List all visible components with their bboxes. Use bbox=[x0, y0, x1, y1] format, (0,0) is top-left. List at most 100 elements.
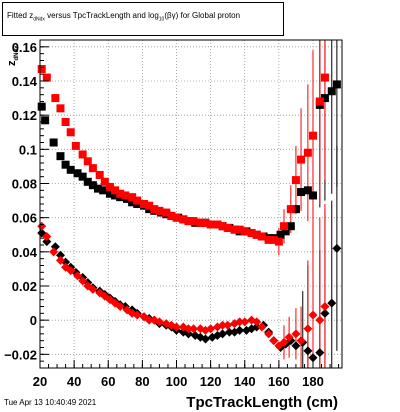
axis-ticks bbox=[39, 46, 340, 369]
data-point-diamond bbox=[201, 334, 211, 344]
data-point-square bbox=[240, 227, 249, 236]
x-tick-label: 80 bbox=[135, 374, 149, 389]
data-point-square bbox=[78, 150, 87, 159]
data-point-diamond bbox=[308, 310, 318, 320]
data-point-square bbox=[83, 157, 92, 166]
data-point-square bbox=[162, 208, 171, 217]
data-point-square bbox=[105, 189, 114, 198]
y-tick-label: 0.02 bbox=[12, 279, 37, 294]
data-point-square bbox=[71, 141, 80, 150]
data-point-diamond bbox=[252, 322, 262, 332]
data-point-square bbox=[150, 205, 159, 214]
y-axis-label: zdNdx bbox=[6, 45, 21, 67]
data-point-square bbox=[88, 164, 97, 173]
data-point-diamond bbox=[235, 317, 245, 327]
chart-title-box: Fitted zdNdx versus TpcTrackLength and l… bbox=[2, 2, 284, 36]
data-point-diamond bbox=[61, 257, 71, 267]
data-point-diamond bbox=[257, 322, 267, 332]
data-point-square bbox=[78, 172, 87, 181]
data-point-square bbox=[286, 205, 295, 214]
data-point-diamond bbox=[291, 329, 301, 339]
x-tick-label: 100 bbox=[166, 374, 188, 389]
data-point-square bbox=[230, 225, 239, 234]
data-point-diamond bbox=[320, 308, 330, 318]
data-point-square bbox=[291, 205, 300, 214]
data-point-square bbox=[297, 155, 306, 164]
data-point-diamond bbox=[279, 337, 289, 347]
data-point-diamond bbox=[218, 329, 228, 339]
data-point-diamond bbox=[315, 315, 325, 325]
data-point-diamond bbox=[296, 336, 306, 346]
data-point-diamond bbox=[284, 332, 294, 342]
data-point-square bbox=[172, 213, 181, 222]
data-point-square bbox=[66, 165, 75, 174]
data-point-square bbox=[116, 189, 125, 198]
y-tick-label: 0.12 bbox=[12, 108, 37, 123]
data-point-diamond bbox=[88, 284, 98, 294]
data-point-square bbox=[218, 222, 227, 231]
data-point-square bbox=[42, 73, 51, 82]
data-point-square bbox=[88, 181, 97, 190]
data-point-diamond bbox=[55, 250, 65, 260]
chart-title: Fitted zdNdx versus TpcTrackLength and l… bbox=[7, 11, 240, 23]
data-point-diamond bbox=[189, 324, 199, 334]
data-point-diamond bbox=[315, 348, 325, 358]
data-point-square bbox=[111, 186, 120, 195]
data-point-diamond bbox=[183, 324, 193, 334]
data-point-diamond bbox=[269, 336, 279, 346]
data-point-diamond bbox=[240, 317, 250, 327]
grid-lines bbox=[39, 40, 342, 368]
data-point-square bbox=[155, 206, 164, 215]
data-point-square bbox=[56, 104, 65, 113]
data-point-square bbox=[189, 217, 198, 226]
data-point-square bbox=[37, 102, 46, 111]
data-point-square bbox=[179, 215, 188, 224]
data-point-square bbox=[286, 222, 295, 231]
x-tick-label: 20 bbox=[33, 374, 47, 389]
data-point-square bbox=[167, 211, 176, 220]
data-point-square bbox=[252, 230, 261, 239]
data-point-diamond bbox=[308, 353, 318, 363]
data-point-square bbox=[128, 193, 137, 202]
data-point-square bbox=[308, 131, 317, 140]
data-point-square bbox=[66, 128, 75, 137]
data-point-square bbox=[196, 218, 205, 227]
plot-frame bbox=[39, 39, 343, 369]
y-tick-label: 0.04 bbox=[12, 245, 38, 260]
data-point-square bbox=[95, 170, 104, 179]
data-point-diamond bbox=[50, 242, 60, 252]
data-point-square bbox=[105, 182, 114, 191]
data-point-square bbox=[332, 80, 341, 89]
data-point-square bbox=[41, 116, 50, 125]
title-subscript-dndx: dNdx bbox=[33, 16, 45, 23]
x-tick-label: 160 bbox=[268, 374, 290, 389]
data-point-square bbox=[184, 217, 193, 226]
data-point-square bbox=[49, 138, 58, 147]
data-point-diamond bbox=[55, 255, 65, 265]
y-tick-label: 0.06 bbox=[12, 211, 37, 226]
title-prefix: Fitted z bbox=[7, 11, 34, 20]
data-point-square bbox=[279, 222, 288, 231]
data-point-diamond bbox=[252, 317, 262, 327]
data-point-diamond bbox=[78, 276, 88, 286]
y-tick-label: 0.14 bbox=[12, 74, 38, 89]
data-point-square bbox=[56, 152, 65, 161]
data-point-diamond bbox=[144, 315, 154, 325]
data-point-square bbox=[145, 201, 154, 210]
y-tick-label: 0.1 bbox=[19, 142, 37, 157]
title-suffix: (βγ) for Global proton bbox=[164, 11, 241, 20]
data-point-square bbox=[274, 237, 283, 246]
data-point-square bbox=[303, 186, 312, 195]
data-point-square bbox=[223, 223, 232, 232]
data-point-diamond bbox=[42, 231, 52, 241]
data-point-square bbox=[291, 176, 300, 185]
data-point-square bbox=[308, 191, 317, 200]
data-point-square bbox=[303, 148, 312, 157]
data-point-diamond bbox=[235, 325, 245, 335]
x-tick-label: 180 bbox=[302, 374, 324, 389]
data-point-square bbox=[128, 198, 137, 207]
data-point-diamond bbox=[264, 329, 274, 339]
data-point-square bbox=[235, 225, 244, 234]
data-point-diamond bbox=[332, 243, 342, 253]
